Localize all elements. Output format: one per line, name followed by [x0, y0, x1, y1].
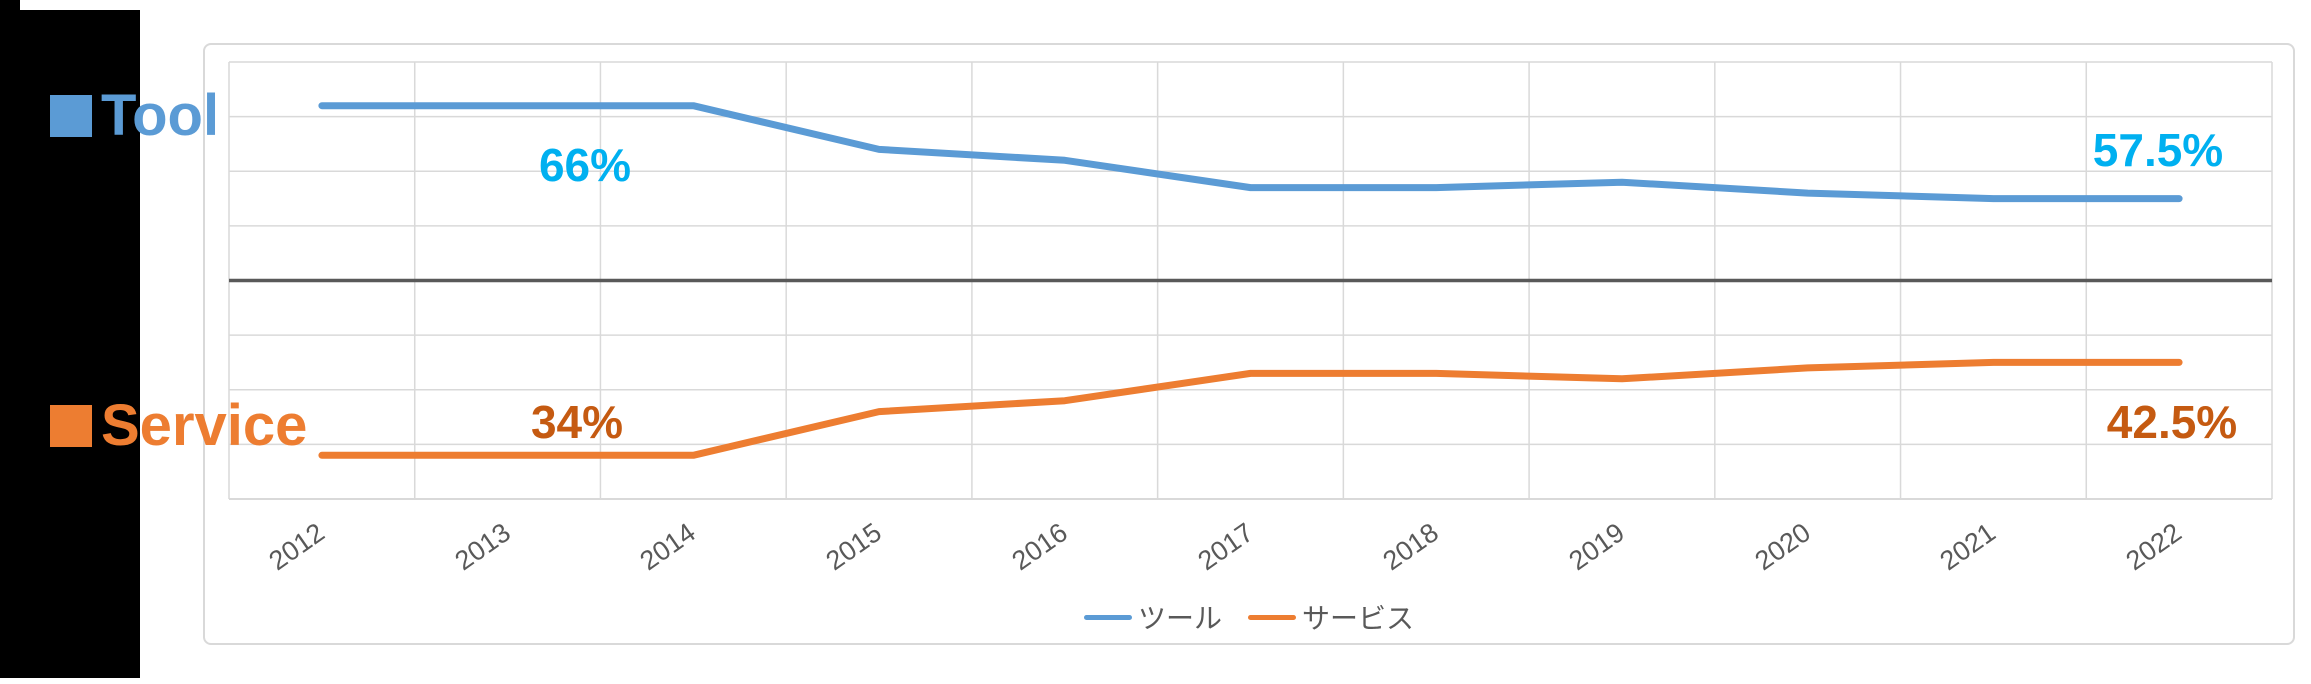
line-chart-plot [228, 61, 2273, 500]
tool-series-title: Tool [50, 82, 219, 149]
tool-series-title-text: Tool [101, 83, 220, 148]
tool-square-icon [50, 94, 92, 137]
legend-label-service: サービス [1302, 603, 1415, 634]
legend-item-service: サービス [1248, 597, 1414, 637]
legend-line-service-icon [1248, 614, 1296, 620]
chart-container: 2012 2013 2014 2015 2016 2017 2018 2019 2020 2021… [203, 43, 2295, 645]
data-label-tool-start: 66% [538, 139, 632, 191]
service-series-title: Service [50, 392, 307, 459]
service-series-title-text: Service [101, 393, 308, 458]
data-label-tool-end: 57.5% [2092, 124, 2224, 176]
legend-item-tool: ツール [1083, 597, 1222, 637]
chart-legend: ツール サービス [205, 597, 2293, 637]
series-line-service [318, 358, 2183, 459]
legend-label-tool: ツール [1137, 603, 1222, 634]
data-label-service-start: 34% [530, 396, 624, 448]
series-line-tool [318, 102, 2183, 203]
legend-line-tool-icon [1083, 614, 1132, 620]
data-label-service-end: 42.5% [2106, 396, 2238, 448]
service-square-icon [50, 404, 92, 447]
